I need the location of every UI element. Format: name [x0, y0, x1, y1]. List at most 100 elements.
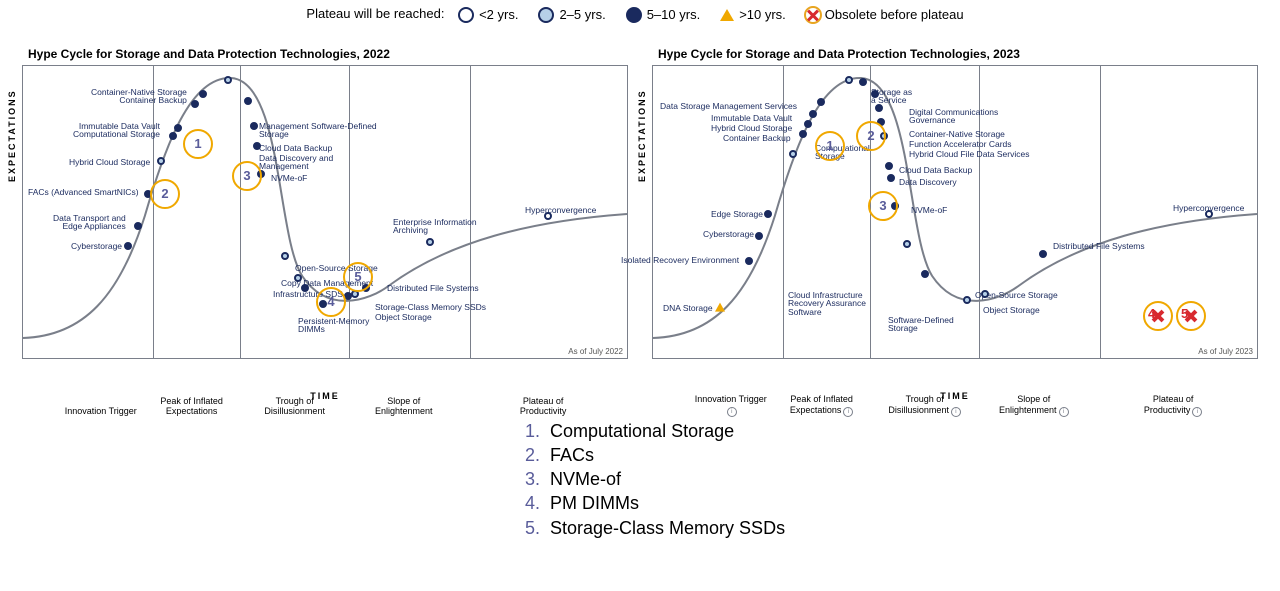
tech-label: Distributed File Systems — [387, 284, 479, 293]
legend-item: >10 yrs. — [720, 7, 786, 22]
list-text: Computational Storage — [550, 419, 734, 443]
list-text: Storage-Class Memory SSDs — [550, 516, 785, 540]
asof-2023: As of July 2023 — [1198, 347, 1253, 356]
legend-item: 5–10 yrs. — [626, 7, 700, 23]
list-text: FACs — [550, 443, 594, 467]
tech-marker — [789, 150, 797, 158]
list-item: 3.NVMe-of — [0, 467, 1280, 491]
tech-marker — [799, 130, 807, 138]
tech-marker — [199, 90, 207, 98]
legend-item: Obsolete before plateau — [806, 7, 964, 22]
y-axis-label: EXPECTATIONS — [7, 89, 17, 182]
chart-2022: Hype Cycle for Storage and Data Protecti… — [22, 33, 628, 401]
circle-icon — [458, 7, 474, 23]
tech-label: Object Storage — [375, 313, 432, 322]
callout-circle: 2 — [150, 179, 180, 209]
tech-label: Management Software-Defined Storage — [259, 122, 377, 140]
info-icon: i — [1059, 407, 1069, 417]
tech-marker — [885, 162, 893, 170]
tech-marker — [224, 76, 232, 84]
tech-label: Immutable Data Vault Computational Stora… — [73, 122, 160, 140]
tech-marker — [903, 240, 911, 248]
callout-circle: 3 — [232, 161, 262, 191]
obsolete-callout: 4 — [1143, 301, 1173, 331]
tech-marker — [963, 296, 971, 304]
y-axis-label: EXPECTATIONS — [637, 89, 647, 182]
list-number: 4. — [0, 491, 550, 515]
tech-marker — [875, 104, 883, 112]
tech-label: Object Storage — [983, 306, 1040, 315]
tech-marker — [764, 210, 772, 218]
tech-label: Cloud Data Backup — [259, 144, 332, 153]
phase-label: Trough of Disillusionment — [255, 396, 335, 417]
tech-label: Container Backup — [723, 134, 791, 143]
tech-label: Immutable Data Vault — [711, 114, 792, 123]
info-icon: i — [727, 407, 737, 417]
phase-label: Innovation Triggeri — [691, 394, 771, 416]
tech-label: Hyperconvergence — [525, 206, 596, 215]
tech-marker — [426, 238, 434, 246]
tech-label: DNA Storage — [663, 304, 713, 313]
tech-label: NVMe-oF — [911, 206, 947, 215]
info-icon: i — [1192, 407, 1202, 417]
tech-label: Software-Defined Storage — [888, 316, 954, 334]
tech-marker — [809, 110, 817, 118]
tech-label: Hybrid Cloud File Data Services — [909, 150, 1029, 159]
list-item: 1.Computational Storage — [0, 419, 1280, 443]
list-text: NVMe-of — [550, 467, 621, 491]
phase-label: Plateau of Productivity — [503, 396, 583, 417]
phase-label: Peak of Inflated Expectations — [152, 396, 232, 417]
legend-title: Plateau will be reached: — [306, 6, 444, 21]
tech-marker — [845, 76, 853, 84]
list-item: 2.FACs — [0, 443, 1280, 467]
list-number: 3. — [0, 467, 550, 491]
tech-marker — [244, 97, 252, 105]
tech-marker — [281, 252, 289, 260]
list-item: 4.PM DIMMs — [0, 491, 1280, 515]
list-item: 5.Storage-Class Memory SSDs — [0, 516, 1280, 540]
phase-divider — [240, 66, 241, 358]
tech-label: NVMe-oF — [271, 174, 307, 183]
plateau-legend: Plateau will be reached: <2 yrs. 2–5 yrs.… — [0, 0, 1280, 33]
chart-2022-title: Hype Cycle for Storage and Data Protecti… — [28, 47, 628, 61]
obsolete-icon — [806, 8, 820, 22]
tech-label: Container-Native Storage Container Backu… — [91, 88, 187, 106]
tech-label: Cyberstorage — [703, 230, 754, 239]
tech-label: Data Discovery and Management — [259, 154, 333, 172]
legend-item: <2 yrs. — [458, 7, 518, 23]
callout-circle: 3 — [868, 191, 898, 221]
tech-label: Function Accelerator Cards — [909, 140, 1012, 149]
triangle-icon — [720, 9, 734, 21]
list-number: 5. — [0, 516, 550, 540]
tech-label: Isolated Recovery Environment — [621, 256, 739, 265]
phase-divider — [349, 66, 350, 358]
info-icon: i — [843, 407, 853, 417]
tech-marker — [250, 122, 258, 130]
tech-marker — [817, 98, 825, 106]
phase-divider — [1100, 66, 1101, 358]
list-text: PM DIMMs — [550, 491, 639, 515]
asof-2022: As of July 2022 — [568, 347, 623, 356]
tech-marker — [859, 78, 867, 86]
tech-label: Enterprise Information Archiving — [393, 218, 477, 236]
tech-label: Data Storage Management Services — [660, 102, 797, 111]
tech-marker — [715, 302, 725, 311]
tech-label: Distributed File Systems — [1053, 242, 1145, 251]
tech-marker — [745, 257, 753, 265]
circle-icon — [626, 7, 642, 23]
tech-marker — [174, 124, 182, 132]
tech-marker — [124, 242, 132, 250]
tech-marker — [191, 100, 199, 108]
tech-label: Cloud Data Backup — [899, 166, 972, 175]
tech-marker — [921, 270, 929, 278]
list-number: 2. — [0, 443, 550, 467]
tech-marker — [804, 120, 812, 128]
tech-label: Data Discovery — [899, 178, 957, 187]
tech-label: Cloud Infrastructure Recovery Assurance … — [788, 291, 866, 318]
phase-label: Peak of Inflated Expectationsi — [782, 394, 862, 416]
circle-icon — [538, 7, 554, 23]
legend-item: 2–5 yrs. — [538, 7, 605, 23]
chart-2023: Hype Cycle for Storage and Data Protecti… — [652, 33, 1258, 401]
phase-divider — [153, 66, 154, 358]
charts-row: Hype Cycle for Storage and Data Protecti… — [0, 33, 1280, 401]
